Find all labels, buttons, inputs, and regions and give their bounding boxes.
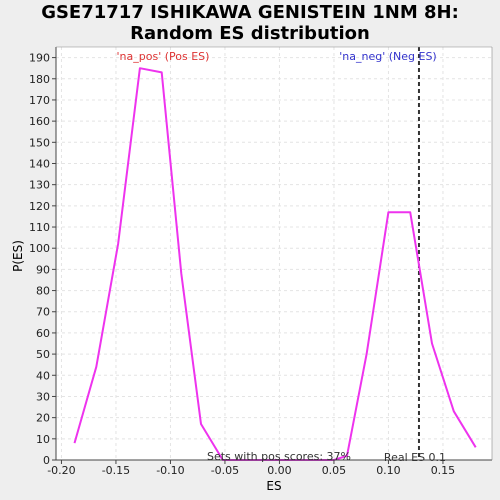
y-tick-label-12: 120 [29,200,50,213]
tick-labels: 0 10 20 30 40 50 60 70 80 90 100 110 120 130 140 150 160… [29,52,455,477]
x-tick-label-1: -0.15 [102,464,130,477]
chart-title: GSE71717 ISHIKAWA GENISTEIN 1NM 8H: Rand… [0,2,500,44]
x-tick-label-0: -0.20 [47,464,75,477]
y-tick-label-13: 130 [29,179,50,192]
pos-es-annotation: 'na_pos' (Pos ES) [117,50,210,63]
y-tick-label-14: 140 [29,157,50,170]
x-tick-label-2: -0.10 [156,464,184,477]
pos-scores-annotation: Sets with pos scores: 37% [207,450,351,463]
plot-area [56,47,492,460]
x-tick-label-5: 0.05 [322,464,347,477]
y-tick-label-5: 50 [36,348,50,361]
y-tick-label-15: 150 [29,136,50,149]
x-tick-label-3: -0.05 [211,464,239,477]
y-tick-label-16: 160 [29,115,50,128]
x-tick-label-7: 0.15 [431,464,456,477]
x-axis-label: ES [266,479,281,493]
y-tick-label-17: 170 [29,94,50,107]
axes [52,46,493,464]
y-tick-label-19: 190 [29,52,50,65]
y-tick-label-18: 180 [29,73,50,86]
x-tick-label-4: 0.00 [267,464,292,477]
grid-lines [56,47,492,461]
y-tick-label-2: 20 [36,412,50,425]
y-tick-label-11: 110 [29,221,50,234]
y-tick-label-9: 90 [36,263,50,276]
y-tick-label-0: 0 [43,454,50,467]
y-tick-label-8: 80 [36,285,50,298]
y-tick-label-7: 70 [36,306,50,319]
y-tick-label-10: 100 [29,242,50,255]
real-es-annotation: Real ES 0.1 [384,451,446,464]
y-tick-label-1: 10 [36,433,50,446]
chart-title-line-1: GSE71717 ISHIKAWA GENISTEIN 1NM 8H: [41,2,459,23]
neg-es-annotation: 'na_neg' (Neg ES) [339,50,436,63]
y-tick-label-4: 40 [36,369,50,382]
x-tick-label-6: 0.10 [376,464,401,477]
y-tick-label-6: 60 [36,327,50,340]
y-tick-label-3: 30 [36,390,50,403]
y-axis-label: P(ES) [11,240,25,272]
chart-title-line-2: Random ES distribution [130,23,370,44]
